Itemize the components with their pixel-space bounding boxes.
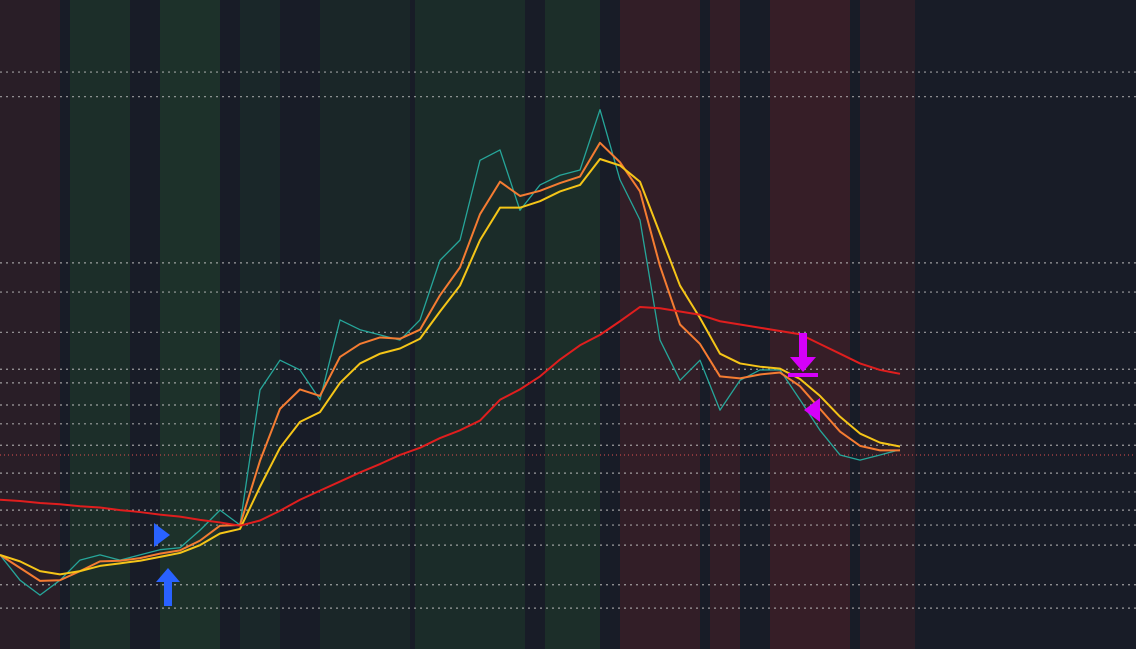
buy-triangle (154, 523, 170, 547)
band (160, 0, 220, 649)
band (70, 0, 130, 649)
band (320, 0, 410, 649)
band (415, 0, 525, 649)
band (545, 0, 600, 649)
background-bands (0, 0, 915, 649)
buy-arrow (156, 568, 180, 606)
series-line (0, 141, 900, 582)
band (0, 0, 60, 649)
band (860, 0, 915, 649)
band (770, 0, 850, 649)
band (240, 0, 280, 649)
signals (154, 333, 820, 606)
series-line (0, 158, 901, 576)
band (620, 0, 700, 649)
sell-arrow (790, 333, 816, 372)
sell-bar (788, 373, 818, 377)
sell-triangle (804, 398, 820, 422)
series-line (0, 109, 901, 596)
plot (0, 71, 1136, 609)
series-line (0, 305, 901, 527)
